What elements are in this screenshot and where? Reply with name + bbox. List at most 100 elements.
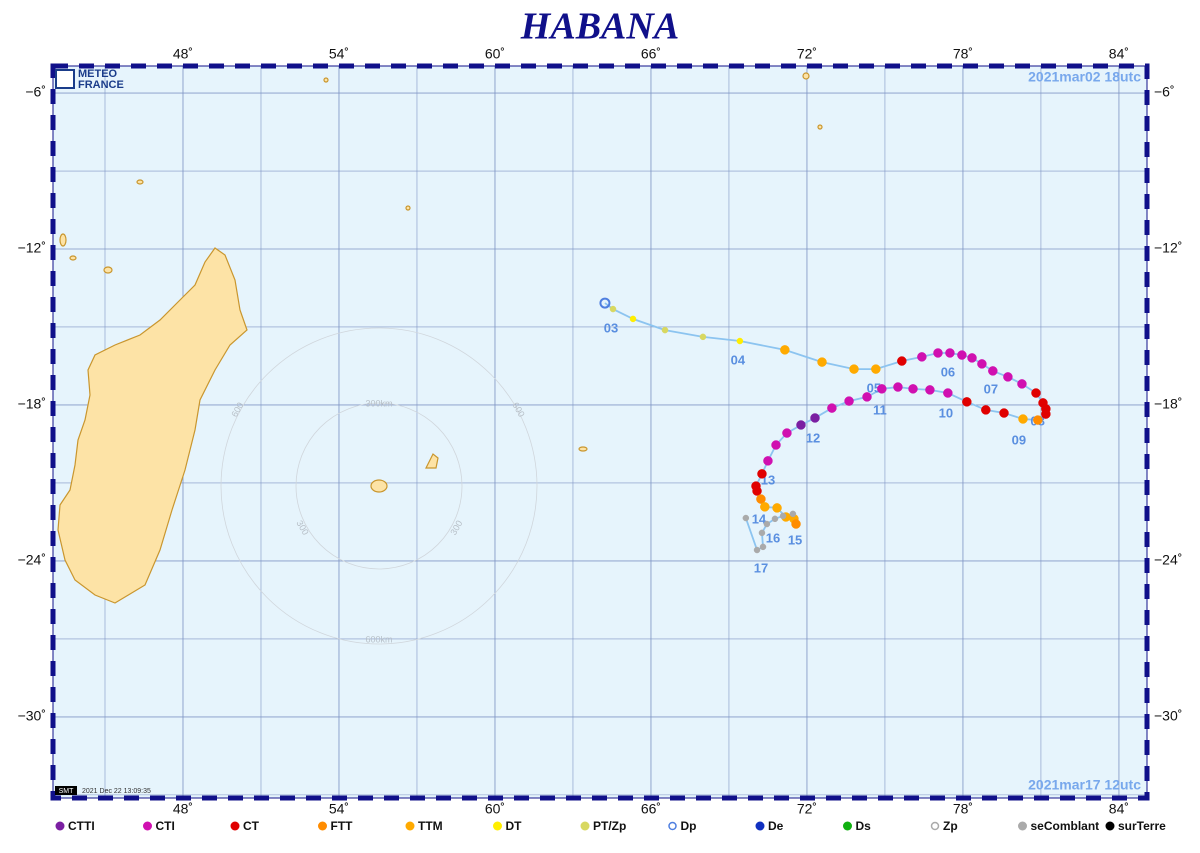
y-tick-label: −6˚ — [25, 84, 46, 100]
legend-marker — [1105, 821, 1115, 831]
footer-stamp: 2021 Dec 22 13:09:35 — [82, 788, 151, 795]
y-tick-label: −24˚ — [1154, 552, 1182, 568]
day-label: 03 — [604, 320, 618, 335]
day-label: 11 — [873, 403, 887, 418]
sea — [53, 66, 1147, 798]
legend-label: Ds — [856, 819, 872, 833]
track-point — [893, 382, 903, 392]
track-point — [796, 420, 806, 430]
legend-label: PT/Zp — [593, 819, 626, 833]
land — [57, 72, 823, 604]
island — [136, 179, 144, 185]
track-point — [763, 520, 771, 528]
legend-marker — [55, 821, 65, 831]
track-point — [967, 353, 977, 363]
mauritius — [425, 453, 439, 469]
frame — [50, 63, 1150, 801]
track-point — [810, 413, 820, 423]
track-point — [742, 514, 750, 522]
track-point — [756, 494, 766, 504]
day-label: 07 — [984, 381, 998, 396]
legend-label: Dp — [681, 819, 697, 833]
x-tick-label: 78˚ — [953, 801, 973, 817]
track-point — [780, 345, 790, 355]
track-point — [862, 392, 872, 402]
x-tick-label: 72˚ — [797, 801, 817, 817]
legend-marker — [405, 821, 415, 831]
logo: METEO FRANCE — [55, 68, 124, 91]
track-point — [789, 510, 797, 518]
track-point — [699, 333, 707, 341]
track-point — [771, 440, 781, 450]
x-tick-label: 78˚ — [953, 46, 973, 62]
y-tick-label: −24˚ — [18, 552, 46, 568]
logo-text: METEO — [78, 68, 118, 80]
y-tick-label: −12˚ — [1154, 240, 1182, 256]
y-tick-label: −30˚ — [1154, 708, 1182, 724]
legend-marker — [493, 821, 502, 831]
track-point — [1017, 379, 1027, 389]
track-point — [817, 357, 827, 367]
legend: CTTI CTI CT FTT TTM DT PT/Zp Dp De Ds Zp seComblant… — [55, 819, 1166, 833]
legend-label: seComblant — [1031, 819, 1100, 833]
track-point — [609, 305, 617, 313]
track-point — [736, 337, 744, 345]
day-label: 16 — [766, 530, 780, 545]
track-point — [782, 428, 792, 438]
track: 030405060708091011121314151617 — [599, 297, 1051, 575]
legend-marker — [755, 821, 765, 831]
y-tick-label: −6˚ — [1154, 84, 1175, 100]
day-label: 05 — [867, 380, 881, 395]
legend-marker — [930, 821, 940, 831]
legend-label: CT — [243, 819, 260, 833]
x-tick-label: 84˚ — [1109, 46, 1129, 62]
badge — [55, 786, 77, 795]
ring-600 — [220, 327, 538, 645]
legend-marker — [143, 821, 152, 831]
track-point — [753, 546, 761, 554]
x-tick-label: 66˚ — [641, 801, 661, 817]
y-tick-label: −12˚ — [18, 240, 46, 256]
legend-label: Zp — [943, 819, 958, 833]
legend-label: FTT — [331, 819, 354, 833]
track-point — [945, 348, 955, 358]
legend-marker — [318, 821, 327, 831]
track-point — [1031, 388, 1041, 398]
track-point — [1033, 415, 1043, 425]
track-point — [981, 405, 991, 415]
legend-label: De — [768, 819, 784, 833]
legend-marker — [668, 821, 677, 831]
legend-label: surTerre — [1118, 819, 1166, 833]
madagascar — [57, 247, 248, 604]
x-tick-label: 60˚ — [485, 46, 505, 62]
badge-text: SMT — [59, 788, 75, 795]
track-point — [763, 456, 773, 466]
logo-text: FRANCE — [78, 79, 124, 91]
track-point — [1003, 372, 1013, 382]
y-tick-label: −18˚ — [1154, 396, 1182, 412]
island — [802, 72, 810, 80]
day-label: 10 — [939, 405, 953, 420]
x-tick-label: 66˚ — [641, 46, 661, 62]
island — [405, 205, 411, 211]
legend-label: CTTI — [68, 819, 95, 833]
track-point — [629, 315, 637, 323]
track-point — [897, 356, 907, 366]
day-label: 15 — [788, 532, 802, 547]
track-point — [957, 350, 967, 360]
day-label: 09 — [1012, 432, 1026, 447]
track-point — [752, 486, 762, 496]
track-point — [999, 408, 1009, 418]
track-point — [849, 364, 859, 374]
legend-label: TTM — [418, 819, 443, 833]
island — [59, 233, 67, 247]
day-label: 06 — [941, 364, 955, 379]
legend-marker — [843, 821, 852, 831]
track-point — [661, 326, 669, 334]
track-point — [943, 388, 953, 398]
track-point — [758, 529, 766, 537]
track-point — [844, 396, 854, 406]
title: HABANA — [520, 6, 679, 48]
y-tick-label: −18˚ — [18, 396, 46, 412]
